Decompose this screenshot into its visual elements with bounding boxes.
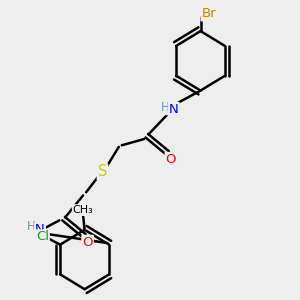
- Text: H: H: [27, 220, 35, 233]
- Text: N: N: [169, 103, 179, 116]
- Text: S: S: [98, 164, 107, 179]
- Text: Br: Br: [202, 8, 216, 20]
- Text: CH₃: CH₃: [73, 205, 94, 215]
- Text: H: H: [160, 101, 169, 114]
- Text: O: O: [166, 153, 176, 166]
- Text: O: O: [82, 236, 93, 249]
- Text: N: N: [35, 223, 45, 236]
- Text: Cl: Cl: [36, 230, 49, 243]
